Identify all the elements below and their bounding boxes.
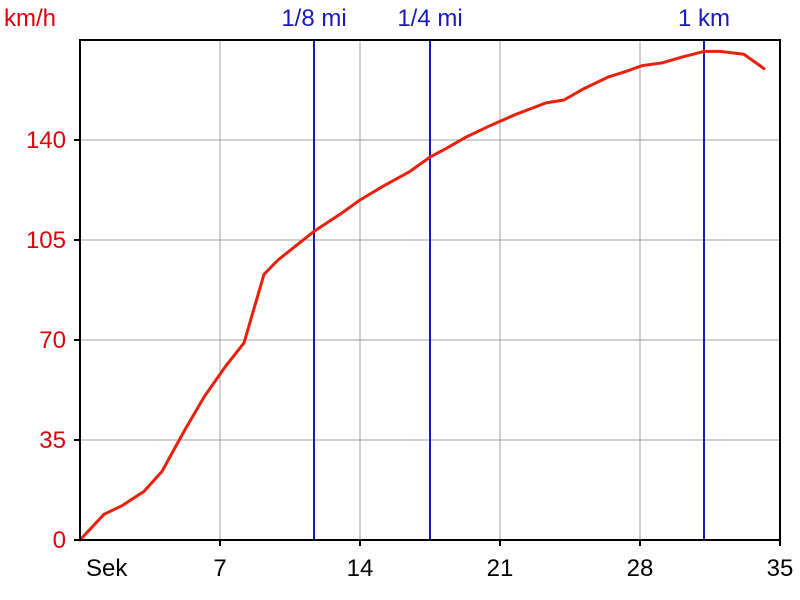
marker-label-0: 1/8 mi — [281, 5, 346, 32]
plot-border — [79, 39, 781, 541]
x-tick-label-0: 7 — [213, 555, 226, 582]
y-tick-label-4: 140 — [26, 127, 66, 154]
x-tick-label-2: 21 — [487, 555, 514, 582]
y-tick-labels: 0 35 70 105 140 — [26, 127, 66, 554]
distance-markers: 1/8 mi 1/4 mi 1 km — [281, 5, 730, 540]
y-tick-label-2: 70 — [39, 327, 66, 354]
series-line-0 — [78, 49, 766, 542]
y-axis-unit-label: km/h — [4, 5, 56, 32]
x-tick-label-3: 28 — [627, 555, 654, 582]
y-tick-label-0: 0 — [53, 527, 66, 554]
y-tick-label-1: 35 — [39, 427, 66, 454]
series-group — [78, 49, 766, 542]
marker-label-1: 1/4 mi — [397, 5, 462, 32]
x-tick-label-1: 14 — [347, 555, 374, 582]
plot-frame — [74, 39, 781, 546]
x-axis-unit-label: Sek — [86, 555, 128, 582]
y-tick-label-3: 105 — [26, 227, 66, 254]
x-tick-label-4: 35 — [767, 555, 794, 582]
marker-label-2: 1 km — [678, 5, 730, 32]
x-tick-labels: 7 14 21 28 35 — [213, 555, 793, 582]
